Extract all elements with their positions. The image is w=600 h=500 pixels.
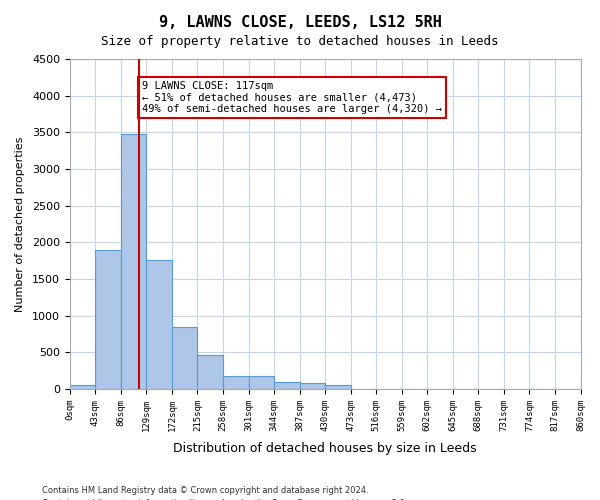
- Bar: [274, 382, 299, 389]
- X-axis label: Distribution of detached houses by size in Leeds: Distribution of detached houses by size …: [173, 442, 477, 455]
- Bar: [223, 376, 248, 389]
- Bar: [121, 134, 146, 389]
- Bar: [197, 355, 223, 389]
- Text: Size of property relative to detached houses in Leeds: Size of property relative to detached ho…: [101, 35, 499, 48]
- Y-axis label: Number of detached properties: Number of detached properties: [15, 136, 25, 312]
- Text: 9, LAWNS CLOSE, LEEDS, LS12 5RH: 9, LAWNS CLOSE, LEEDS, LS12 5RH: [158, 15, 442, 30]
- Bar: [172, 326, 197, 389]
- Text: 9 LAWNS CLOSE: 117sqm
← 51% of detached houses are smaller (4,473)
49% of semi-d: 9 LAWNS CLOSE: 117sqm ← 51% of detached …: [142, 81, 442, 114]
- Text: Contains public sector information licensed under the Open Government Licence v3: Contains public sector information licen…: [42, 498, 407, 500]
- Bar: [299, 383, 325, 389]
- Bar: [248, 376, 274, 389]
- Bar: [325, 385, 350, 389]
- Bar: [70, 386, 95, 389]
- Bar: [95, 250, 121, 389]
- Text: Contains HM Land Registry data © Crown copyright and database right 2024.: Contains HM Land Registry data © Crown c…: [42, 486, 368, 495]
- Bar: [146, 260, 172, 389]
